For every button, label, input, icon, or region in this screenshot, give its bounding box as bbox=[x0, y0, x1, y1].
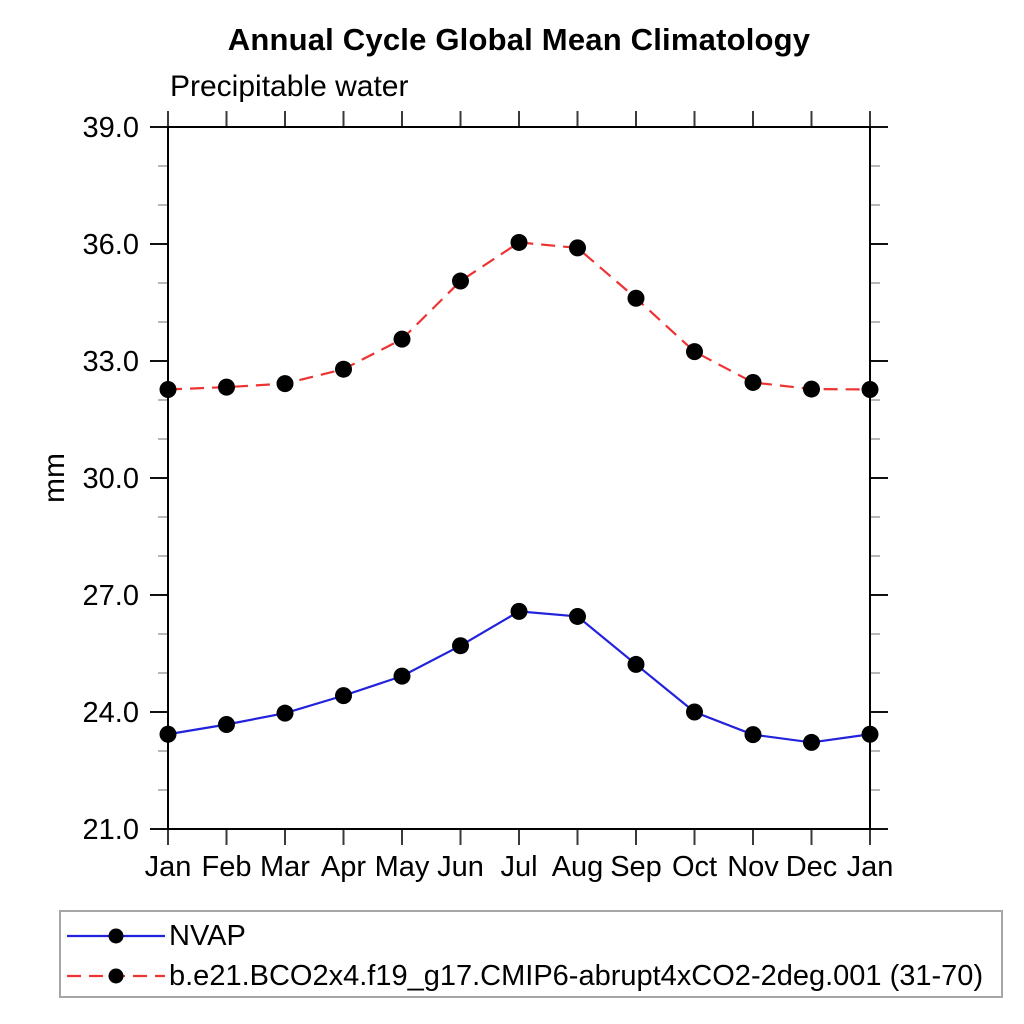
series-0-marker bbox=[335, 687, 352, 705]
x-tick-label: Sep bbox=[610, 851, 662, 883]
series-0-marker bbox=[159, 725, 177, 743]
y-tick-label: 24.0 bbox=[83, 697, 139, 729]
series-1-marker bbox=[569, 239, 586, 257]
series-1-marker bbox=[218, 378, 235, 396]
legend-line-sample-model bbox=[67, 968, 165, 984]
series-1-marker bbox=[276, 375, 294, 393]
x-tick-label: Aug bbox=[552, 851, 604, 883]
series-1-marker bbox=[452, 272, 469, 290]
x-tick-label: May bbox=[375, 851, 430, 883]
y-tick-label: 36.0 bbox=[83, 229, 139, 261]
series-1-marker bbox=[861, 380, 879, 398]
legend-item-model: b.e21.BCO2x4.f19_g17.CMIP6-abrupt4xCO2-2… bbox=[65, 956, 1001, 996]
series-line-0 bbox=[167, 610, 871, 744]
legend-marker bbox=[108, 968, 124, 984]
legend-label-model: b.e21.BCO2x4.f19_g17.CMIP6-abrupt4xCO2-2… bbox=[169, 959, 984, 992]
x-tick-label: Jan bbox=[145, 851, 192, 883]
chart-title: Annual Cycle Global Mean Climatology bbox=[227, 22, 811, 57]
series-0-marker bbox=[393, 667, 411, 685]
series-1-marker bbox=[686, 343, 703, 361]
series-1-marker bbox=[627, 289, 645, 307]
series-0-marker bbox=[744, 726, 762, 744]
series-0-marker bbox=[627, 655, 645, 673]
series-0-marker bbox=[686, 703, 703, 721]
series-1-marker bbox=[803, 380, 820, 398]
series-0-marker bbox=[276, 704, 294, 722]
legend-marker bbox=[108, 928, 124, 944]
x-tick-label: Apr bbox=[321, 851, 366, 883]
axis-frame bbox=[167, 126, 871, 830]
legend-label-nvap: NVAP bbox=[169, 919, 246, 952]
series-0-marker bbox=[218, 715, 235, 733]
x-tick-label: Mar bbox=[260, 851, 310, 883]
series-0-marker bbox=[510, 602, 528, 620]
series-1-marker bbox=[393, 330, 411, 348]
y-tick-label: 21.0 bbox=[83, 814, 139, 846]
series-0-marker bbox=[569, 607, 586, 625]
series-1-marker bbox=[159, 380, 177, 398]
x-tick-label: Feb bbox=[202, 851, 252, 883]
x-tick-label: Oct bbox=[672, 851, 717, 883]
chart-subtitle: Precipitable water bbox=[170, 70, 409, 103]
series-0-marker bbox=[452, 637, 469, 655]
y-tick-label: 27.0 bbox=[83, 580, 139, 612]
y-tick-label: 30.0 bbox=[83, 463, 139, 495]
series-1-marker bbox=[510, 233, 528, 251]
series-1-marker bbox=[335, 360, 352, 378]
x-tick-label: Jun bbox=[437, 851, 484, 883]
x-tick-label: Jan bbox=[847, 851, 894, 883]
y-tick-label: 39.0 bbox=[83, 112, 139, 144]
legend-item-nvap: NVAP bbox=[65, 916, 1001, 956]
y-tick-label: 33.0 bbox=[83, 346, 139, 378]
series-line-1 bbox=[167, 241, 871, 391]
series-1-marker bbox=[744, 373, 762, 391]
legend: NVAP b.e21.BCO2x4.f19_g17.CMIP6-abrupt4x… bbox=[59, 910, 1003, 998]
x-tick-label: Nov bbox=[727, 851, 779, 883]
x-tick-label: Dec bbox=[786, 851, 838, 883]
legend-line-sample-nvap bbox=[67, 928, 165, 944]
series-0-marker bbox=[861, 725, 879, 743]
x-tick-label: Jul bbox=[500, 851, 537, 883]
series-0-marker bbox=[803, 733, 820, 751]
